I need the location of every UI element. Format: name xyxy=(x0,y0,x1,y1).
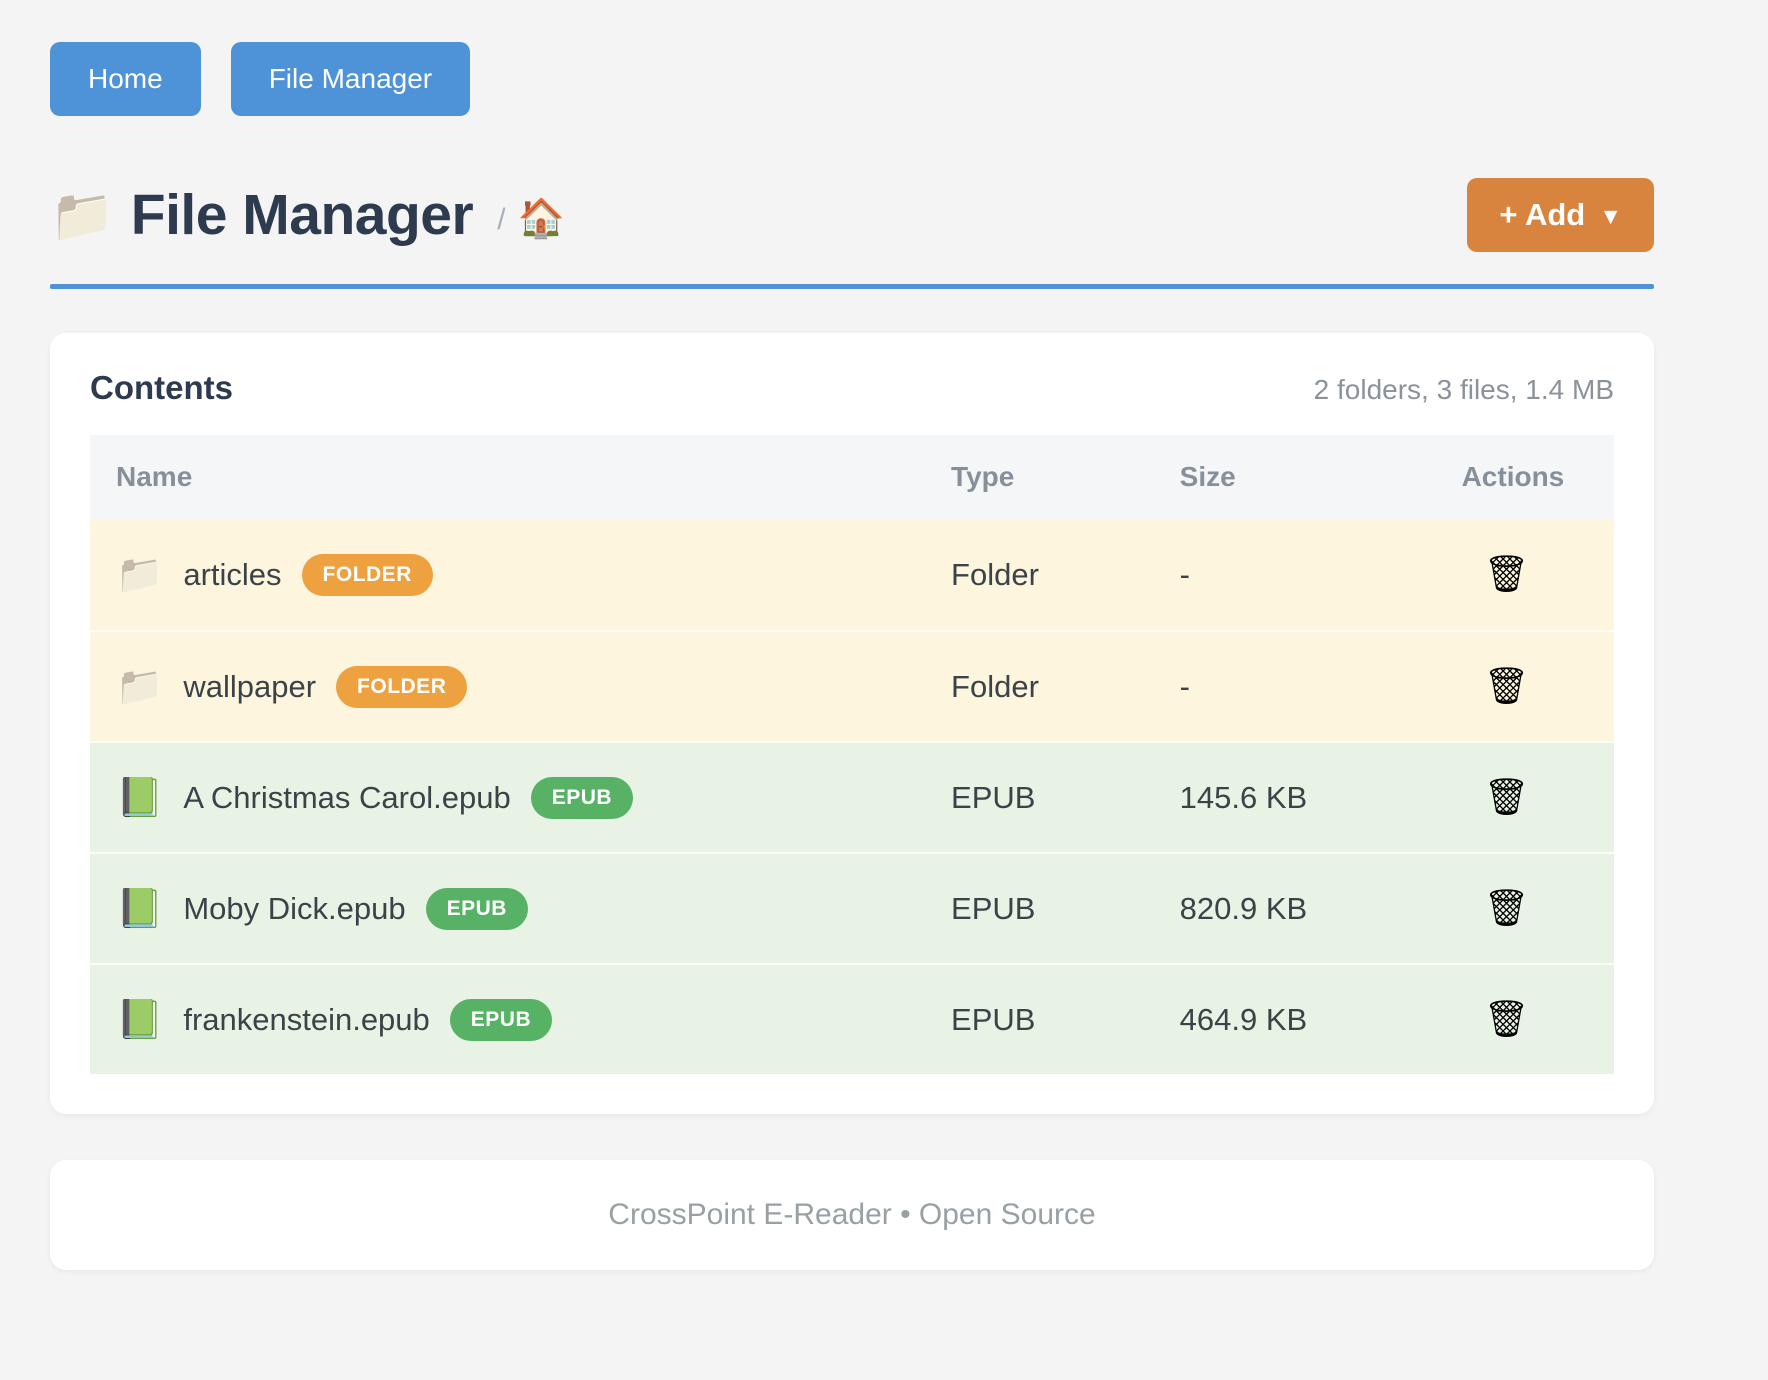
title-wrap: 📁 File Manager / 🏠 xyxy=(50,182,565,248)
trash-icon: 🗑 xyxy=(1483,775,1530,817)
entry-name-cell[interactable]: 📗 A Christmas Carol.epub EPUB xyxy=(90,776,951,819)
table-row[interactable]: 📗 frankenstein.epub EPUB EPUB 464.9 KB 🗑 xyxy=(90,963,1614,1074)
entry-name: articles xyxy=(183,556,282,592)
entry-type-icon: 📁 xyxy=(116,553,164,596)
column-header-size: Size xyxy=(1179,461,1236,492)
entry-name: Moby Dick.epub xyxy=(183,890,406,926)
column-header-type: Type xyxy=(951,461,1015,492)
add-button[interactable]: + Add ▼ xyxy=(1467,178,1654,252)
entry-badge: FOLDER xyxy=(301,553,433,596)
column-header-actions: Actions xyxy=(1461,461,1565,492)
entry-name-cell[interactable]: 📁 wallpaper FOLDER xyxy=(90,665,951,708)
footer-text: CrossPoint E-Reader • Open Source xyxy=(608,1198,1096,1231)
entry-size: - xyxy=(1179,668,1190,704)
entry-type: Folder xyxy=(951,668,1039,704)
entry-badge: FOLDER xyxy=(336,665,468,708)
entry-type: Folder xyxy=(951,556,1039,592)
trash-icon: 🗑 xyxy=(1483,886,1530,928)
entry-type: EPUB xyxy=(951,1001,1036,1037)
folder-icon: 📁 xyxy=(50,186,115,245)
entry-name-cell[interactable]: 📁 articles FOLDER xyxy=(90,553,951,596)
delete-button[interactable]: 🗑 xyxy=(1462,664,1530,706)
delete-button[interactable]: 🗑 xyxy=(1462,886,1530,928)
breadcrumb-home-icon[interactable]: 🏠 xyxy=(517,198,565,240)
table-row[interactable]: 📗 A Christmas Carol.epub EPUB EPUB 145.6… xyxy=(90,741,1614,852)
contents-card-head: Contents 2 folders, 3 files, 1.4 MB xyxy=(90,369,1614,407)
entry-name: frankenstein.epub xyxy=(183,1001,430,1037)
top-nav: Home File Manager xyxy=(50,42,1654,116)
entry-badge: EPUB xyxy=(425,887,528,930)
contents-title: Contents xyxy=(90,369,233,406)
page: Home File Manager 📁 File Manager / 🏠 + A… xyxy=(50,0,1654,1270)
entry-type-icon: 📗 xyxy=(116,776,164,819)
table-header-row: Name Type Size Actions xyxy=(90,435,1614,519)
trash-icon: 🗑 xyxy=(1483,664,1530,706)
entry-name-cell[interactable]: 📗 frankenstein.epub EPUB xyxy=(90,998,951,1041)
entry-size: 145.6 KB xyxy=(1179,779,1308,815)
entry-type: EPUB xyxy=(951,779,1036,815)
entry-size: 820.9 KB xyxy=(1179,890,1308,926)
page-header: 📁 File Manager / 🏠 + Add ▼ xyxy=(50,178,1654,252)
breadcrumb-separator: / xyxy=(497,203,506,236)
page-title: File Manager xyxy=(130,183,474,247)
table-row[interactable]: 📗 Moby Dick.epub EPUB EPUB 820.9 KB 🗑 xyxy=(90,852,1614,963)
delete-button[interactable]: 🗑 xyxy=(1462,775,1530,817)
entry-type-icon: 📁 xyxy=(116,665,164,708)
file-table: Name Type Size Actions 📁 articles FOLDER… xyxy=(90,435,1614,1074)
entry-name-cell[interactable]: 📗 Moby Dick.epub EPUB xyxy=(90,887,951,930)
entry-size: - xyxy=(1179,556,1190,592)
table-row[interactable]: 📁 wallpaper FOLDER Folder - 🗑 xyxy=(90,630,1614,741)
entry-type-icon: 📗 xyxy=(116,887,164,930)
trash-icon: 🗑 xyxy=(1483,997,1530,1039)
contents-card: Contents 2 folders, 3 files, 1.4 MB Name… xyxy=(50,333,1654,1114)
delete-button[interactable]: 🗑 xyxy=(1462,997,1530,1039)
add-button-label: + Add xyxy=(1499,197,1586,232)
footer-card: CrossPoint E-Reader • Open Source xyxy=(50,1160,1654,1270)
entry-name: A Christmas Carol.epub xyxy=(183,779,511,815)
table-row[interactable]: 📁 articles FOLDER Folder - 🗑 xyxy=(90,519,1614,630)
entry-type: EPUB xyxy=(951,890,1036,926)
delete-button[interactable]: 🗑 xyxy=(1462,552,1530,594)
table-body: 📁 articles FOLDER Folder - 🗑 📁 wallpaper… xyxy=(90,519,1614,1074)
column-header-name: Name xyxy=(116,461,193,492)
entry-badge: EPUB xyxy=(449,998,553,1041)
trash-icon: 🗑 xyxy=(1483,552,1530,594)
nav-button-home[interactable]: Home xyxy=(50,42,201,116)
entry-type-icon: 📗 xyxy=(116,998,164,1041)
header-divider xyxy=(50,284,1654,289)
chevron-down-icon: ▼ xyxy=(1599,202,1622,229)
entry-badge: EPUB xyxy=(530,776,634,819)
entry-name: wallpaper xyxy=(183,668,317,704)
contents-summary: 2 folders, 3 files, 1.4 MB xyxy=(1313,374,1614,405)
entry-size: 464.9 KB xyxy=(1179,1001,1308,1037)
nav-button-file-manager[interactable]: File Manager xyxy=(230,42,471,116)
